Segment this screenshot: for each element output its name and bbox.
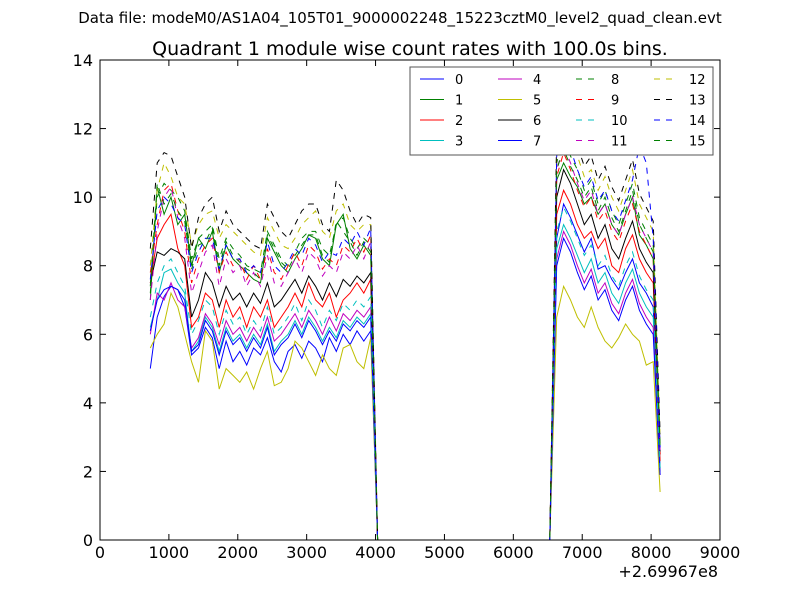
series-line-5	[149, 284, 661, 541]
x-tick-label: 9000	[700, 543, 741, 562]
x-tick-label: 8000	[631, 543, 672, 562]
x-tick-label: 5000	[424, 543, 465, 562]
y-tick-label: 8	[83, 257, 93, 276]
y-tick-label: 0	[83, 531, 93, 550]
x-tick-label: 1000	[149, 543, 190, 562]
series-line-8	[149, 133, 661, 541]
legend-box	[409, 66, 714, 156]
x-offset-label: +2.69967e8	[618, 562, 718, 581]
legend-label-4: 4	[533, 73, 541, 88]
x-tick-label: 3000	[286, 543, 327, 562]
series-line-10	[149, 206, 661, 541]
legend-label-13: 13	[689, 94, 706, 109]
series-line-13	[149, 113, 661, 541]
legend-label-8: 8	[611, 73, 619, 88]
x-tick-label: 0	[95, 543, 105, 562]
legend-label-6: 6	[533, 114, 541, 129]
x-tick-label: 4000	[355, 543, 396, 562]
legend-label-15: 15	[689, 135, 706, 150]
legend-label-11: 11	[611, 135, 628, 150]
plot-lines	[149, 97, 661, 541]
y-tick-label: 2	[83, 462, 93, 481]
legend-label-10: 10	[611, 114, 628, 129]
legend-label-9: 9	[611, 94, 619, 109]
series-line-7	[149, 236, 661, 541]
series-line-1	[149, 161, 661, 541]
series-line-14	[149, 134, 661, 541]
x-tick-label: 7000	[562, 543, 603, 562]
legend-label-14: 14	[689, 114, 706, 129]
data-file-title: Data file: modeM0/AS1A04_105T01_90000022…	[78, 9, 722, 28]
series-line-4	[149, 229, 661, 541]
y-tick-label: 10	[73, 188, 93, 207]
y-tick-label: 14	[73, 51, 93, 70]
chart-title: Quadrant 1 module wise count rates with …	[152, 38, 668, 60]
x-tick-label: 6000	[493, 543, 534, 562]
x-axis: 0 1000 2000 3000 4000 5000 6000 7000 8000 9000	[95, 60, 740, 562]
legend-label-1: 1	[455, 94, 463, 109]
y-tick-label: 6	[83, 325, 93, 344]
y-tick-label: 12	[73, 120, 93, 139]
legend-label-7: 7	[533, 135, 541, 150]
legend-label-2: 2	[455, 114, 463, 129]
series-line-12	[149, 97, 661, 541]
series-line-9	[149, 151, 661, 541]
series-line-3	[149, 223, 661, 541]
x-tick-label: 2000	[217, 543, 258, 562]
legend-label-0: 0	[455, 73, 463, 88]
y-tick-label: 4	[83, 394, 93, 413]
legend-label-3: 3	[455, 135, 463, 150]
legend-label-12: 12	[689, 73, 706, 88]
axes-frame	[99, 59, 721, 541]
legend-label-5: 5	[533, 94, 541, 109]
